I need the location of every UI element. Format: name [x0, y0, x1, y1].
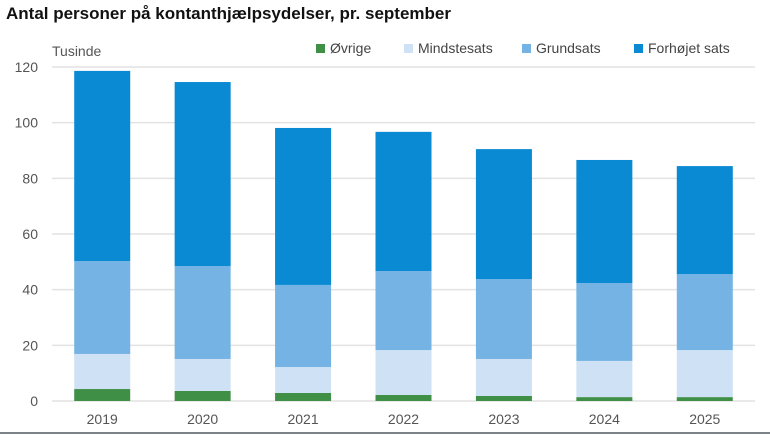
- x-tick-label: 2022: [388, 411, 419, 427]
- bar-segment: [475, 149, 532, 280]
- x-tick-label: 2019: [87, 411, 118, 427]
- legend-swatch: [634, 44, 643, 53]
- bar-segment: [375, 350, 432, 395]
- bar-segment: [576, 397, 633, 401]
- bar-segment: [174, 82, 231, 267]
- bar-segment: [174, 358, 231, 391]
- bar-segment: [174, 266, 231, 359]
- bar-segment: [576, 282, 633, 361]
- bar-segment: [74, 70, 131, 261]
- bar-segment: [475, 358, 532, 396]
- x-tick-label: 2023: [488, 411, 519, 427]
- y-tick-label: 100: [15, 115, 39, 131]
- bar-segment: [375, 271, 432, 351]
- bar-segment: [375, 394, 432, 401]
- legend-swatch: [522, 44, 531, 53]
- bar-segment: [275, 127, 332, 285]
- legend-label: Øvrige: [330, 40, 371, 56]
- bar-segment: [676, 274, 733, 351]
- y-tick-label: 80: [22, 170, 38, 186]
- y-tick-label: 0: [30, 393, 38, 409]
- bar-segment: [676, 397, 733, 401]
- y-tick-label: 60: [22, 226, 38, 242]
- bar-segment: [275, 367, 332, 393]
- bar-segment: [576, 159, 633, 283]
- legend-label: Forhøjet sats: [648, 40, 730, 56]
- bar-segment: [275, 392, 332, 401]
- y-axis-unit-label: Tusinde: [52, 43, 102, 59]
- legend-label: Mindstesats: [418, 40, 493, 56]
- bar-segment: [475, 279, 532, 359]
- bar-segment: [676, 350, 733, 398]
- bar-segment: [375, 131, 432, 272]
- y-tick-label: 40: [22, 282, 38, 298]
- y-tick-label: 120: [15, 59, 39, 75]
- legend-label: Grundsats: [536, 40, 601, 56]
- legend-swatch: [404, 44, 413, 53]
- bar-segment: [74, 353, 131, 390]
- x-tick-label: 2025: [689, 411, 720, 427]
- x-tick-label: 2020: [187, 411, 218, 427]
- bar-segment: [676, 166, 733, 275]
- chart-title: Antal personer på kontanthjælpsydelser, …: [6, 4, 451, 23]
- bar-segment: [475, 395, 532, 401]
- y-tick-label: 20: [22, 337, 38, 353]
- bar-segment: [74, 389, 131, 401]
- bar-segment: [576, 360, 633, 398]
- x-tick-label: 2024: [589, 411, 620, 427]
- bar-segment: [174, 390, 231, 401]
- legend-swatch: [316, 44, 325, 53]
- bar-segment: [275, 284, 332, 368]
- x-tick-label: 2021: [287, 411, 318, 427]
- bar-segment: [74, 260, 131, 354]
